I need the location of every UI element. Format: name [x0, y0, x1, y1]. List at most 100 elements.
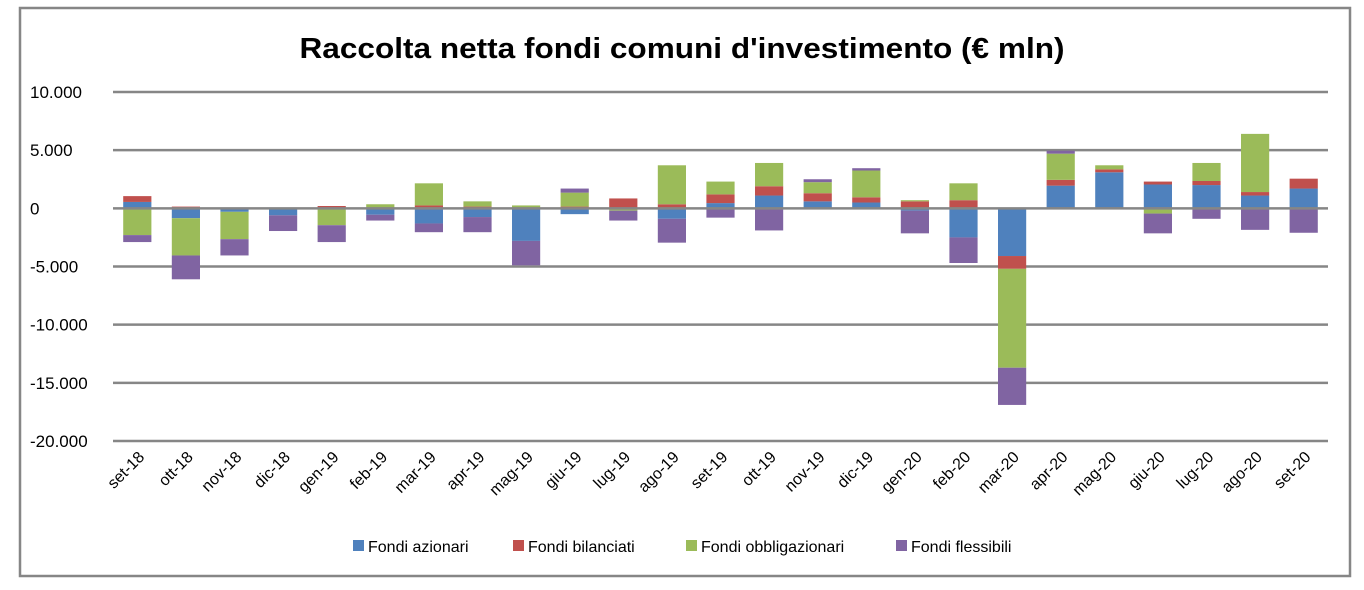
bar-fondi-azionari-mar-20 [998, 208, 1027, 257]
bar-fondi-flessibili-gen-20 [900, 210, 929, 234]
bar-fondi-flessibili-gen-19 [317, 225, 346, 243]
bar-fondi-bilanciati-mag-20 [1095, 169, 1124, 173]
bar-fondi-flessibili-ott-18 [171, 255, 200, 280]
bar-fondi-azionari-lug-20 [1192, 185, 1221, 209]
y-tick-label: -20.000 [30, 432, 88, 451]
bar-fondi-flessibili-apr-19 [463, 217, 492, 233]
y-tick-label: -5.000 [30, 258, 78, 277]
bar-fondi-bilanciati-mar-20 [998, 256, 1027, 269]
bar-fondi-azionari-dic-18 [269, 208, 298, 216]
bar-fondi-obbligazionari-mag-19 [512, 205, 541, 209]
legend-swatch [686, 540, 697, 551]
bar-fondi-bilanciati-giu-20 [1143, 181, 1172, 185]
bar-fondi-obbligazionari-set-18 [123, 208, 152, 236]
bar-fondi-bilanciati-mar-19 [414, 205, 443, 209]
bar-fondi-bilanciati-nov-19 [803, 193, 832, 202]
bar-fondi-azionari-set-19 [706, 203, 735, 209]
y-tick-label: -15.000 [30, 374, 88, 393]
bar-fondi-obbligazionari-apr-19 [463, 201, 492, 207]
bar-fondi-azionari-giu-20 [1143, 184, 1172, 209]
legend-item: Fondi obbligazionari [686, 539, 844, 556]
bar-fondi-flessibili-nov-19 [803, 179, 832, 183]
y-tick-label: 0 [30, 199, 39, 218]
gridlines [113, 90, 1328, 443]
legend-swatch [353, 540, 364, 551]
bar-fondi-obbligazionari-mar-20 [998, 268, 1027, 368]
y-axis-tick-labels: 10.000 5.000 0 -5.000 -10.000 -15.000 -20.000 [30, 83, 88, 451]
bar-fondi-flessibili-ago-20 [1241, 208, 1270, 230]
bar-fondi-flessibili-feb-20 [949, 237, 978, 264]
bar-fondi-obbligazionari-ott-18 [171, 218, 200, 256]
bar-fondi-bilanciati-ott-19 [755, 186, 784, 196]
bar-fondi-flessibili-giu-20 [1143, 213, 1172, 234]
bar-fondi-bilanciati-set-20 [1289, 178, 1318, 189]
bar-fondi-obbligazionari-giu-20 [1143, 208, 1172, 214]
legend-swatch [896, 540, 907, 551]
bar-fondi-obbligazionari-nov-19 [803, 182, 832, 194]
bar-fondi-bilanciati-lug-19 [609, 198, 638, 209]
bar-fondi-flessibili-ago-19 [657, 218, 686, 243]
legend-label: Fondi obbligazionari [701, 539, 844, 556]
bar-fondi-azionari-giu-19 [560, 208, 589, 215]
bar-fondi-obbligazionari-mar-19 [414, 183, 443, 206]
bar-fondi-azionari-ago-20 [1241, 195, 1270, 209]
y-tick-label: 5.000 [30, 141, 73, 160]
chart-frame [18, 6, 1352, 578]
legend-item: Fondi azionari [353, 539, 469, 556]
bar-fondi-bilanciati-apr-20 [1046, 179, 1075, 186]
bar-fondi-flessibili-ott-19 [755, 208, 784, 231]
bar-fondi-bilanciati-set-18 [123, 196, 152, 202]
bars [123, 133, 1318, 405]
bar-fondi-bilanciati-ago-20 [1241, 192, 1270, 196]
bar-fondi-bilanciati-set-19 [706, 194, 735, 204]
bar-fondi-obbligazionari-mag-20 [1095, 165, 1124, 170]
bar-fondi-obbligazionari-ott-19 [755, 162, 784, 187]
bar-fondi-flessibili-lug-19 [609, 210, 638, 221]
bar-fondi-obbligazionari-feb-19 [366, 204, 395, 209]
bar-fondi-bilanciati-dic-19 [852, 197, 881, 203]
bar-fondi-flessibili-feb-19 [366, 214, 395, 221]
bar-fondi-flessibili-set-18 [123, 235, 152, 243]
bar-fondi-flessibili-giu-19 [560, 188, 589, 193]
bar-fondi-azionari-apr-20 [1046, 185, 1075, 209]
bar-fondi-obbligazionari-apr-20 [1046, 153, 1075, 180]
bar-fondi-azionari-feb-19 [366, 208, 395, 215]
bar-fondi-bilanciati-feb-20 [949, 200, 978, 209]
bar-fondi-azionari-nov-19 [803, 201, 832, 209]
bar-fondi-obbligazionari-dic-19 [852, 170, 881, 198]
bar-fondi-azionari-mar-19 [414, 208, 443, 224]
bar-fondi-obbligazionari-gen-20 [900, 200, 929, 202]
bar-fondi-azionari-mag-19 [512, 208, 541, 241]
bar-fondi-azionari-apr-19 [463, 208, 492, 218]
bar-fondi-flessibili-mar-19 [414, 223, 443, 233]
bar-fondi-flessibili-lug-20 [1192, 208, 1221, 219]
bar-fondi-obbligazionari-ago-20 [1241, 133, 1270, 193]
bar-fondi-azionari-ott-19 [755, 195, 784, 209]
bar-fondi-azionari-set-20 [1289, 188, 1318, 209]
y-tick-label: -10.000 [30, 316, 88, 335]
legend: Fondi azionari Fondi bilanciati Fondi obbl… [353, 539, 1011, 556]
bar-fondi-obbligazionari-giu-19 [560, 192, 589, 207]
legend-label: Fondi azionari [368, 539, 469, 556]
chart-title: Raccolta netta fondi comuni d'investimen… [300, 33, 1065, 65]
bar-fondi-obbligazionari-nov-18 [220, 211, 249, 240]
bar-fondi-flessibili-dic-18 [269, 215, 298, 232]
bar-fondi-flessibili-apr-20 [1046, 150, 1075, 154]
bar-fondi-azionari-ott-18 [171, 208, 200, 219]
bar-fondi-flessibili-set-20 [1289, 208, 1318, 233]
legend-label: Fondi flessibili [911, 539, 1011, 556]
bar-fondi-flessibili-mar-20 [998, 367, 1027, 405]
bar-fondi-flessibili-set-19 [706, 208, 735, 218]
bar-fondi-azionari-nov-18 [220, 208, 249, 212]
bar-fondi-obbligazionari-gen-19 [317, 208, 346, 226]
bar-fondi-flessibili-mag-19 [512, 240, 541, 266]
legend-swatch [513, 540, 524, 551]
bar-fondi-azionari-set-18 [123, 201, 152, 209]
bar-fondi-flessibili-nov-18 [220, 239, 249, 256]
bar-fondi-obbligazionari-set-19 [706, 181, 735, 195]
legend-item: Fondi bilanciati [513, 539, 635, 556]
bar-fondi-flessibili-dic-19 [852, 168, 881, 171]
bar-fondi-azionari-dic-19 [852, 202, 881, 209]
bar-fondi-obbligazionari-ago-19 [657, 165, 686, 205]
